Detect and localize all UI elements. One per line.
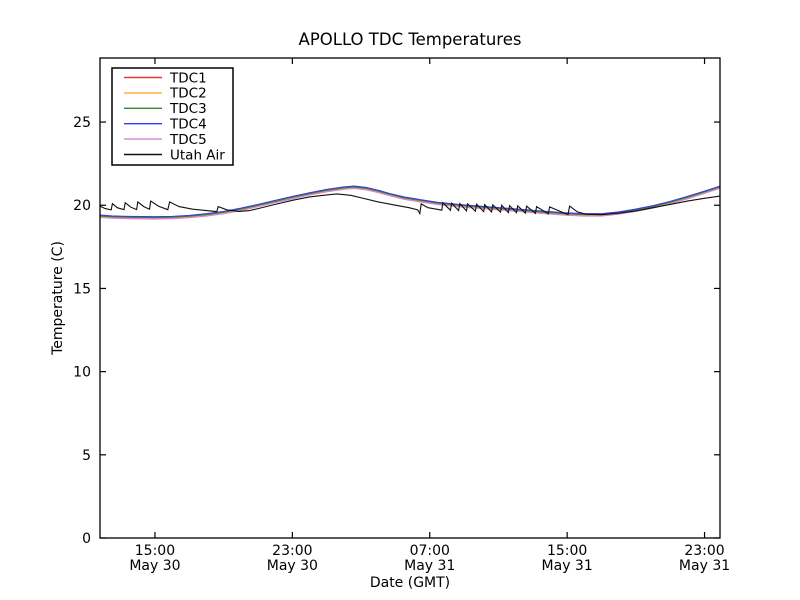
y-tick-label: 5 [82, 448, 91, 464]
chart-title: APOLLO TDC Temperatures [299, 30, 522, 49]
y-tick-label: 0 [82, 531, 91, 547]
x-tick-label-time: 23:00 [272, 543, 312, 559]
series-line-tdc1 [99, 186, 721, 219]
x-tick-label-date: May 31 [679, 558, 730, 574]
x-tick-label-time: 23:00 [684, 543, 724, 559]
y-tick-label: 20 [73, 198, 91, 214]
legend-label-utah-air: Utah Air [170, 147, 225, 163]
x-axis-label: Date (GMT) [370, 575, 450, 591]
legend-label-tdc2: TDC2 [169, 86, 207, 102]
legend-label-tdc1: TDC1 [169, 70, 207, 86]
legend-label-tdc3: TDC3 [169, 101, 207, 117]
legend-label-tdc4: TDC4 [169, 117, 207, 133]
legend-label-tdc5: TDC5 [169, 132, 207, 148]
series-line-tdc2 [99, 187, 721, 220]
y-tick-label: 15 [73, 281, 91, 297]
series-line-tdc4 [99, 185, 721, 218]
y-tick-label: 10 [73, 365, 91, 381]
y-axis-label: Temperature (C) [50, 241, 66, 356]
x-tick-label-time: 15:00 [547, 543, 587, 559]
series-lines [99, 185, 721, 220]
plot-border [99, 57, 721, 539]
series-line-tdc3 [99, 186, 721, 219]
x-tick-label-date: May 30 [267, 558, 318, 574]
x-tick-label-date: May 30 [129, 558, 180, 574]
x-tick-label-date: May 31 [404, 558, 455, 574]
series-line-tdc5 [99, 187, 721, 220]
x-tick-label-date: May 31 [542, 558, 593, 574]
legend-box [111, 67, 234, 166]
x-tick-label-time: 07:00 [410, 543, 450, 559]
y-tick-label: 25 [73, 115, 91, 131]
series-line-utah-air [99, 193, 721, 216]
x-tick-label-time: 15:00 [135, 543, 175, 559]
